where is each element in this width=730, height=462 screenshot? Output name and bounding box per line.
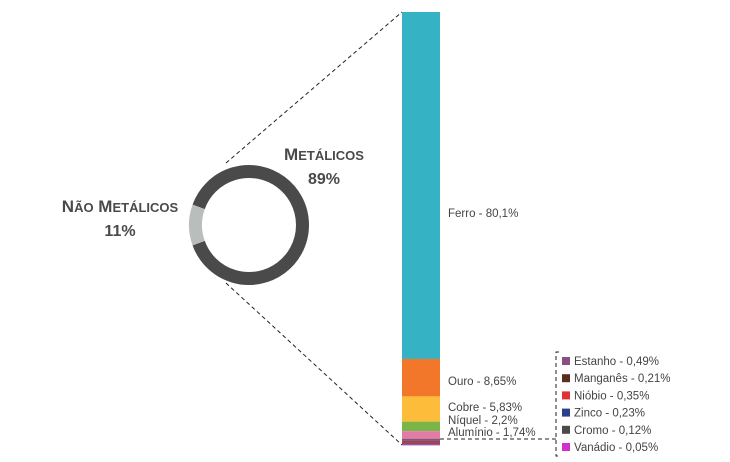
label-metalicos: METÁLICOS <box>284 145 364 164</box>
connector-bottom <box>225 282 403 446</box>
bar-segment-zinco <box>402 443 440 445</box>
legend-label-vanadio: Vanádio - 0,05% <box>574 442 658 454</box>
legend-label-manganes: Manganês - 0,21% <box>574 373 671 385</box>
bar-label-ferro: Ferro - 80,1% <box>448 208 518 220</box>
bar-label-aluminio: Alumínio - 1,74% <box>448 427 536 439</box>
donut-chart <box>189 165 309 285</box>
legend-swatch-manganes <box>562 374 570 383</box>
stacked-bar <box>402 12 440 446</box>
bar-segment-estanho <box>402 438 440 441</box>
label-metalicos-pct: 89% <box>308 171 340 188</box>
connector-lines <box>225 11 559 457</box>
legend-label-zinco: Zinco - 0,23% <box>574 408 645 420</box>
bar-label-niquel: Níquel - 2,2% <box>448 415 518 427</box>
bar-label-ouro: Ouro - 8,65% <box>448 376 516 388</box>
legend-label-niobio: Nióbio - 0,35% <box>574 390 649 402</box>
legend-label-cromo: Cromo - 0,12% <box>574 425 651 437</box>
bar-segment-cromo <box>402 444 440 445</box>
donut-slice-nao-metalicos <box>189 204 205 246</box>
bar-segment-niobio <box>402 441 440 444</box>
bar-segment-manganes <box>402 440 440 442</box>
label-nao-metalicos: NÃO METÁLICOS <box>62 197 179 216</box>
bar-segment-vanadio <box>402 444 440 446</box>
legend-swatch-cromo <box>562 425 570 434</box>
legend-swatch-vanadio <box>562 443 570 451</box>
bar-segment-ferro <box>402 12 440 359</box>
legend-bracket <box>555 351 559 457</box>
minor-metals-legend: Estanho - 0,49% Manganês - 0,21% Nióbio - … <box>562 356 671 454</box>
bar-segment-niquel <box>402 421 440 432</box>
legend-swatch-estanho <box>562 357 570 365</box>
connector-top <box>225 11 403 164</box>
legend-label-estanho: Estanho - 0,49% <box>574 356 659 368</box>
legend-swatch-zinco <box>562 408 570 417</box>
bar-segment-labels: Ferro - 80,1% Ouro - 8,65% Cobre - 5,83%Ní… <box>448 208 536 439</box>
bar-label-cobre: Cobre - 5,83% <box>448 402 522 414</box>
bar-segment-aluminio <box>402 431 440 439</box>
bar-segment-ouro <box>402 358 440 397</box>
donut-slice-metalicos <box>192 165 309 285</box>
legend-swatch-niobio <box>562 391 570 400</box>
label-nao-metalicos-pct: 11% <box>104 223 135 240</box>
donut-labels: METÁLICOS 89% NÃO METÁLICOS 11% <box>62 145 364 240</box>
bar-segment-cobre <box>402 396 440 422</box>
